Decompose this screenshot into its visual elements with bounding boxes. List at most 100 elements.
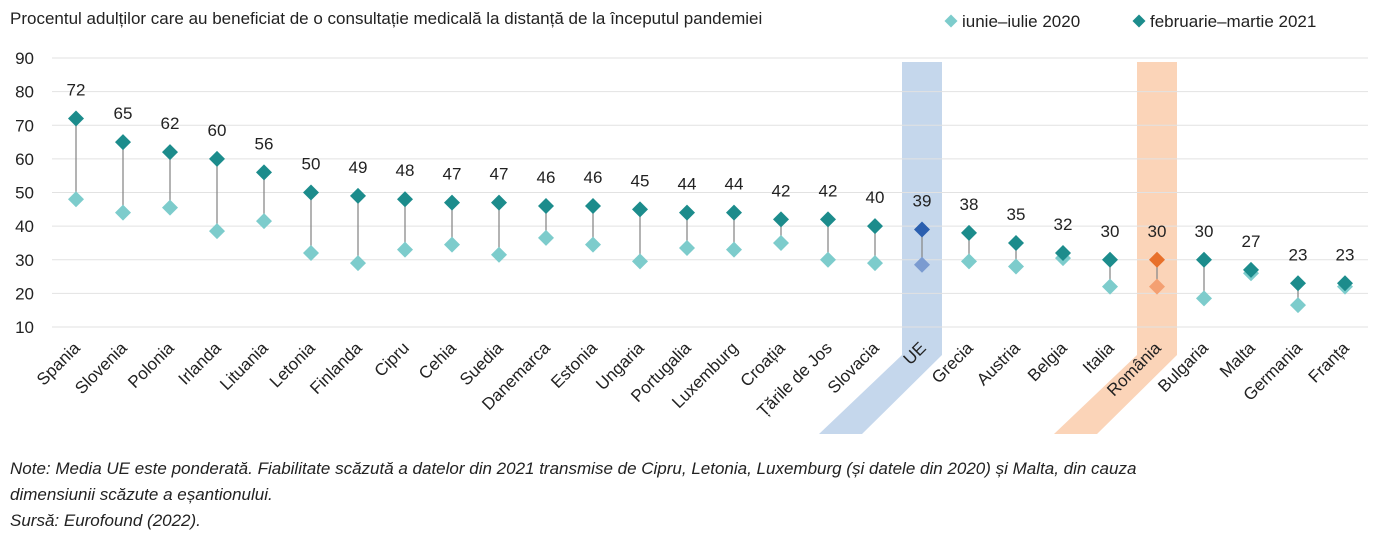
y-tick-label: 40 <box>15 217 34 236</box>
marker-2021-germania <box>1290 275 1306 292</box>
legend: iunie–iulie 2020 februarie–martie 2021 <box>944 12 1316 31</box>
data-label-portugalia: 44 <box>678 175 697 194</box>
y-tick-label: 60 <box>15 150 34 169</box>
marker-2021-polonia <box>162 144 178 161</box>
x-tick-label-austria: Austria <box>973 338 1024 389</box>
marker-2021-luxemburg <box>726 204 742 221</box>
y-tick-label: 20 <box>15 284 34 303</box>
y-tick-label: 10 <box>15 318 34 337</box>
data-label-finlanda: 49 <box>349 158 368 177</box>
marker-2020-spania <box>68 191 84 208</box>
marker-2021-tarile-de-jos <box>820 211 836 228</box>
x-tick-label-cehia: Cehia <box>415 338 460 383</box>
marker-2020-danemarca <box>538 229 554 246</box>
marker-2021-estonia <box>585 197 601 214</box>
marker-2021-suedia <box>491 194 507 211</box>
marker-2021-portugalia <box>679 204 695 221</box>
marker-2020-slovacia <box>867 255 883 272</box>
marker-2021-ue <box>914 221 930 238</box>
data-label-lituania: 56 <box>255 134 274 153</box>
marker-2021-lituania <box>256 164 272 181</box>
data-label-grecia: 38 <box>960 195 979 214</box>
source-line: Sursă: Eurofound (2022). <box>10 511 201 530</box>
data-label-estonia: 46 <box>584 168 603 187</box>
data-label-irlanda: 60 <box>208 121 227 140</box>
highlight-band-ue <box>819 62 942 434</box>
data-label-slovenia: 65 <box>114 104 133 123</box>
marker-2020-cehia <box>444 236 460 253</box>
marker-2021-finlanda <box>350 187 366 204</box>
data-label-suedia: 47 <box>490 165 509 184</box>
marker-2020-luxemburg <box>726 241 742 258</box>
highlight-band-romania <box>1054 62 1177 434</box>
data-label-germania: 23 <box>1289 245 1308 264</box>
y-tick-label: 30 <box>15 251 34 270</box>
chart-title: Procentul adulților care au beneficiat d… <box>10 9 762 28</box>
data-label-austria: 35 <box>1007 205 1026 224</box>
data-label-belgia: 32 <box>1054 215 1073 234</box>
note-line-2: dimensiunii scăzute a eșantionului. <box>10 485 273 504</box>
marker-2020-slovenia <box>115 204 131 221</box>
x-tick-label-polonia: Polonia <box>124 338 178 392</box>
note-line-1: Note: Media UE este ponderată. Fiabilita… <box>10 459 1137 478</box>
marker-2020-romania <box>1149 278 1165 295</box>
marker-2021-belgia <box>1055 245 1071 262</box>
data-label-luxemburg: 44 <box>725 175 744 194</box>
legend-swatch-2020 <box>944 14 958 28</box>
marker-2021-danemarca <box>538 197 554 214</box>
x-tick-label-italia: Italia <box>1079 338 1118 377</box>
data-label-malta: 27 <box>1242 232 1261 251</box>
marker-2020-suedia <box>491 246 507 263</box>
legend-label-2021: februarie–martie 2021 <box>1150 12 1316 31</box>
marker-2021-letonia <box>303 184 319 201</box>
marker-2020-tarile-de-jos <box>820 251 836 268</box>
marker-2020-portugalia <box>679 239 695 256</box>
marker-2021-romania <box>1149 251 1165 268</box>
data-label-cehia: 47 <box>443 165 462 184</box>
x-tick-label-franta: Franța <box>1305 338 1354 387</box>
data-label-bulgaria: 30 <box>1195 222 1214 241</box>
marker-2021-slovenia <box>115 134 131 151</box>
marker-2020-lituania <box>256 213 272 230</box>
marker-2020-irlanda <box>209 223 225 240</box>
data-label-polonia: 62 <box>161 114 180 133</box>
y-tick-label: 50 <box>15 184 34 203</box>
marker-2021-bulgaria <box>1196 251 1212 268</box>
data-label-ungaria: 45 <box>631 171 650 190</box>
marker-2020-bulgaria <box>1196 290 1212 307</box>
marker-2020-finlanda <box>350 255 366 272</box>
marker-2020-italia <box>1102 278 1118 295</box>
x-tick-label-malta: Malta <box>1216 338 1259 381</box>
data-label-cipru: 48 <box>396 161 415 180</box>
marker-2021-franta <box>1337 275 1353 292</box>
y-tick-label: 90 <box>15 49 34 68</box>
marker-2020-polonia <box>162 199 178 216</box>
marker-2021-ungaria <box>632 201 648 218</box>
data-label-franta: 23 <box>1336 245 1355 264</box>
marker-2020-letonia <box>303 245 319 262</box>
marker-2021-grecia <box>961 224 977 241</box>
x-tick-label-cipru: Cipru <box>371 338 413 380</box>
marker-2020-germania <box>1290 297 1306 314</box>
notes: Note: Media UE este ponderată. Fiabilita… <box>10 456 1360 534</box>
data-label-tarile-de-jos: 42 <box>819 181 838 200</box>
marker-2020-ungaria <box>632 253 648 270</box>
marker-2021-italia <box>1102 251 1118 268</box>
data-label-danemarca: 46 <box>537 168 556 187</box>
x-tick-label-slovenia: Slovenia <box>71 338 131 398</box>
marker-2021-croatia <box>773 211 789 228</box>
marker-2020-cipru <box>397 241 413 258</box>
x-tick-label-estonia: Estonia <box>547 338 601 392</box>
data-label-italia: 30 <box>1101 222 1120 241</box>
marker-2020-estonia <box>585 236 601 253</box>
marker-2021-irlanda <box>209 150 225 167</box>
marker-2021-slovacia <box>867 218 883 235</box>
marker-2021-cipru <box>397 191 413 208</box>
data-label-ue: 39 <box>913 191 932 210</box>
data-label-slovacia: 40 <box>866 188 885 207</box>
y-tick-label: 80 <box>15 83 34 102</box>
legend-swatch-2021 <box>1132 14 1146 28</box>
x-tick-label-finlanda: Finlanda <box>306 338 366 398</box>
data-label-letonia: 50 <box>302 155 321 174</box>
